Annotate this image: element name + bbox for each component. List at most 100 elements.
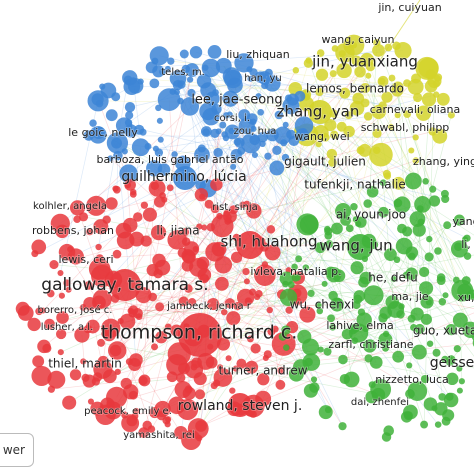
node xyxy=(339,87,351,99)
node xyxy=(107,341,127,360)
node xyxy=(403,110,412,118)
node-label: wang, jun xyxy=(319,237,392,255)
edge xyxy=(186,150,412,327)
node xyxy=(302,264,310,271)
node xyxy=(230,148,242,161)
node xyxy=(246,335,254,343)
node xyxy=(187,88,196,98)
edge xyxy=(459,320,463,382)
node xyxy=(434,402,448,416)
node xyxy=(87,398,95,405)
node xyxy=(264,152,272,160)
viewer-button[interactable]: wer xyxy=(0,433,34,467)
node-label: lahive, elma xyxy=(326,319,393,332)
node xyxy=(254,71,267,83)
node xyxy=(250,118,257,125)
node-label: guilhermino, lúcia xyxy=(121,169,246,185)
node xyxy=(315,68,329,81)
nodes xyxy=(15,34,474,450)
node xyxy=(201,58,221,78)
node xyxy=(63,279,71,287)
node xyxy=(57,349,64,356)
node xyxy=(341,328,353,340)
node xyxy=(315,301,322,309)
node xyxy=(44,318,55,330)
node xyxy=(329,130,339,140)
node xyxy=(382,169,391,178)
node xyxy=(329,323,337,331)
node-label: zhang, yan xyxy=(277,103,360,121)
node xyxy=(403,411,413,421)
edge xyxy=(205,67,338,303)
node xyxy=(354,66,366,78)
node xyxy=(381,432,392,442)
node xyxy=(378,332,393,347)
node xyxy=(157,136,164,143)
node xyxy=(31,365,52,386)
node xyxy=(177,398,199,421)
node xyxy=(452,312,468,328)
node xyxy=(32,355,45,368)
node xyxy=(456,365,463,372)
edge xyxy=(159,149,361,308)
node xyxy=(234,137,245,148)
edge xyxy=(369,225,448,347)
node xyxy=(257,131,269,143)
node xyxy=(194,389,206,400)
node xyxy=(202,107,220,126)
node xyxy=(388,74,396,82)
node xyxy=(197,144,206,153)
edge xyxy=(114,298,379,395)
node xyxy=(89,119,97,127)
node xyxy=(184,284,193,293)
node xyxy=(128,309,137,318)
node xyxy=(279,288,298,307)
edge xyxy=(332,73,370,242)
node xyxy=(167,230,188,250)
node xyxy=(250,125,257,132)
node xyxy=(229,387,236,394)
node xyxy=(124,118,133,127)
node xyxy=(282,121,289,128)
node xyxy=(106,386,128,408)
node xyxy=(324,225,331,233)
node xyxy=(365,62,376,72)
node xyxy=(173,166,197,190)
node xyxy=(266,128,279,142)
node xyxy=(112,249,122,259)
node xyxy=(91,264,114,288)
node xyxy=(130,77,137,84)
node-label: ma, jie xyxy=(391,290,429,303)
node xyxy=(129,353,143,367)
node xyxy=(249,288,257,296)
node xyxy=(338,422,347,431)
node xyxy=(335,203,352,220)
node xyxy=(179,49,189,59)
node-label: ai, youn-joo xyxy=(336,208,406,222)
node xyxy=(47,385,56,393)
node xyxy=(56,311,69,324)
node xyxy=(397,223,407,234)
node xyxy=(379,179,387,187)
node xyxy=(195,420,207,432)
node xyxy=(242,267,250,276)
edge xyxy=(373,136,441,245)
node xyxy=(210,128,220,138)
node xyxy=(339,373,350,385)
node xyxy=(266,306,273,314)
node xyxy=(166,184,174,192)
edge xyxy=(130,130,325,285)
node xyxy=(216,212,223,220)
node xyxy=(131,138,150,157)
node xyxy=(148,292,158,302)
node xyxy=(150,181,160,190)
node xyxy=(392,176,406,190)
node xyxy=(101,330,109,338)
edge xyxy=(262,347,287,399)
node xyxy=(206,223,215,232)
node xyxy=(181,430,202,450)
node xyxy=(419,281,434,296)
node xyxy=(177,97,184,105)
node-label: guo, xueta xyxy=(413,324,474,338)
